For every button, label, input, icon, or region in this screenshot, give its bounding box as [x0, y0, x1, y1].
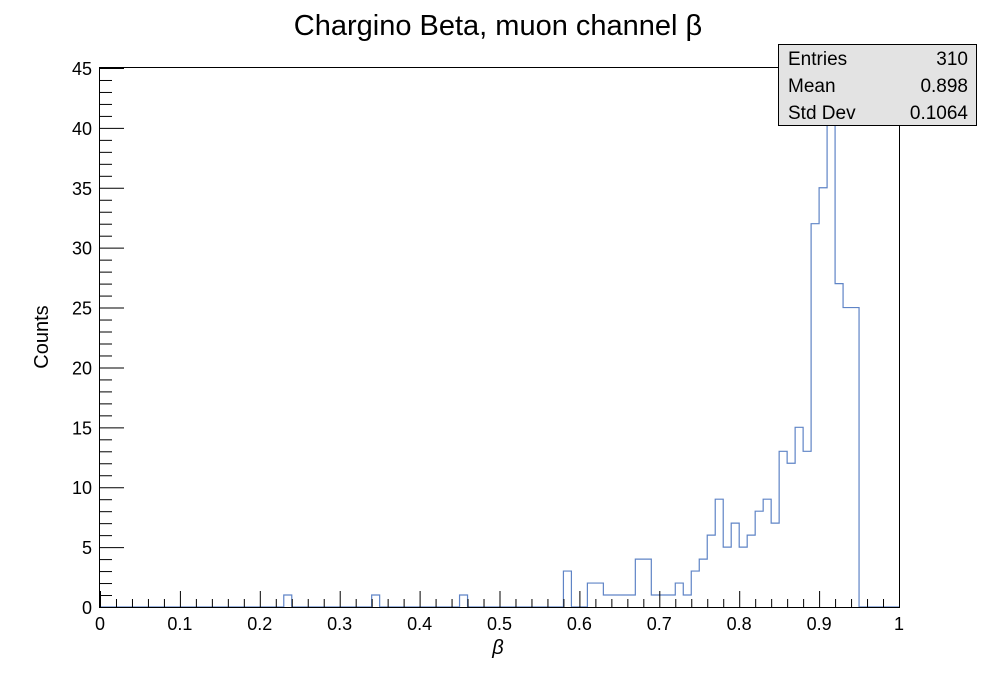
- y-axis-title: Counts: [31, 305, 53, 368]
- x-tick-label: 0.1: [167, 614, 192, 634]
- x-tick-label: 0.8: [727, 614, 752, 634]
- stats-value: 0.1064: [910, 103, 969, 124]
- x-axis-title: β: [491, 637, 503, 659]
- x-tick-label: 0.4: [407, 614, 432, 634]
- y-tick-label: 35: [72, 179, 92, 199]
- x-tick-label: 1: [894, 614, 904, 634]
- stats-value: 310: [936, 49, 968, 70]
- x-axis: 0 0.1 0.2 0.3 0.4 0.5 0.6 0.7 0.8 0.9 1: [95, 591, 904, 634]
- y-tick-label: 15: [72, 418, 92, 438]
- histogram-line: [100, 67, 899, 608]
- x-tick-label: 0.2: [247, 614, 272, 634]
- y-tick-label: 5: [82, 538, 92, 558]
- y-tick-label: 40: [72, 119, 92, 139]
- y-tick-label: 0: [82, 598, 92, 618]
- stats-label: Entries: [788, 49, 847, 70]
- x-tick-label: 0.5: [487, 614, 512, 634]
- stats-box: Entries 310 Mean 0.898 Std Dev 0.1064: [778, 44, 977, 126]
- y-tick-label: 45: [72, 59, 92, 79]
- stats-label: Mean: [788, 76, 836, 97]
- y-tick-label: 20: [72, 358, 92, 378]
- chart-title: Chargino Beta, muon channel β: [294, 10, 702, 42]
- x-tick-label: 0.7: [647, 614, 672, 634]
- x-tick-label: 0.9: [807, 614, 832, 634]
- plot-frame: [99, 67, 900, 608]
- y-tick-label: 10: [72, 478, 92, 498]
- stats-box-background: [778, 44, 977, 126]
- x-tick-label: 0.6: [567, 614, 592, 634]
- stats-value: 0.898: [920, 76, 968, 97]
- y-tick-label: 30: [72, 239, 92, 259]
- histogram-series: [100, 67, 899, 608]
- stats-label: Std Dev: [788, 103, 856, 124]
- x-tick-label: 0: [95, 614, 105, 634]
- y-axis: 0 5 10 15 20 25 30 35 40 45: [72, 59, 124, 618]
- y-tick-label: 25: [72, 299, 92, 319]
- x-tick-label: 0.3: [327, 614, 352, 634]
